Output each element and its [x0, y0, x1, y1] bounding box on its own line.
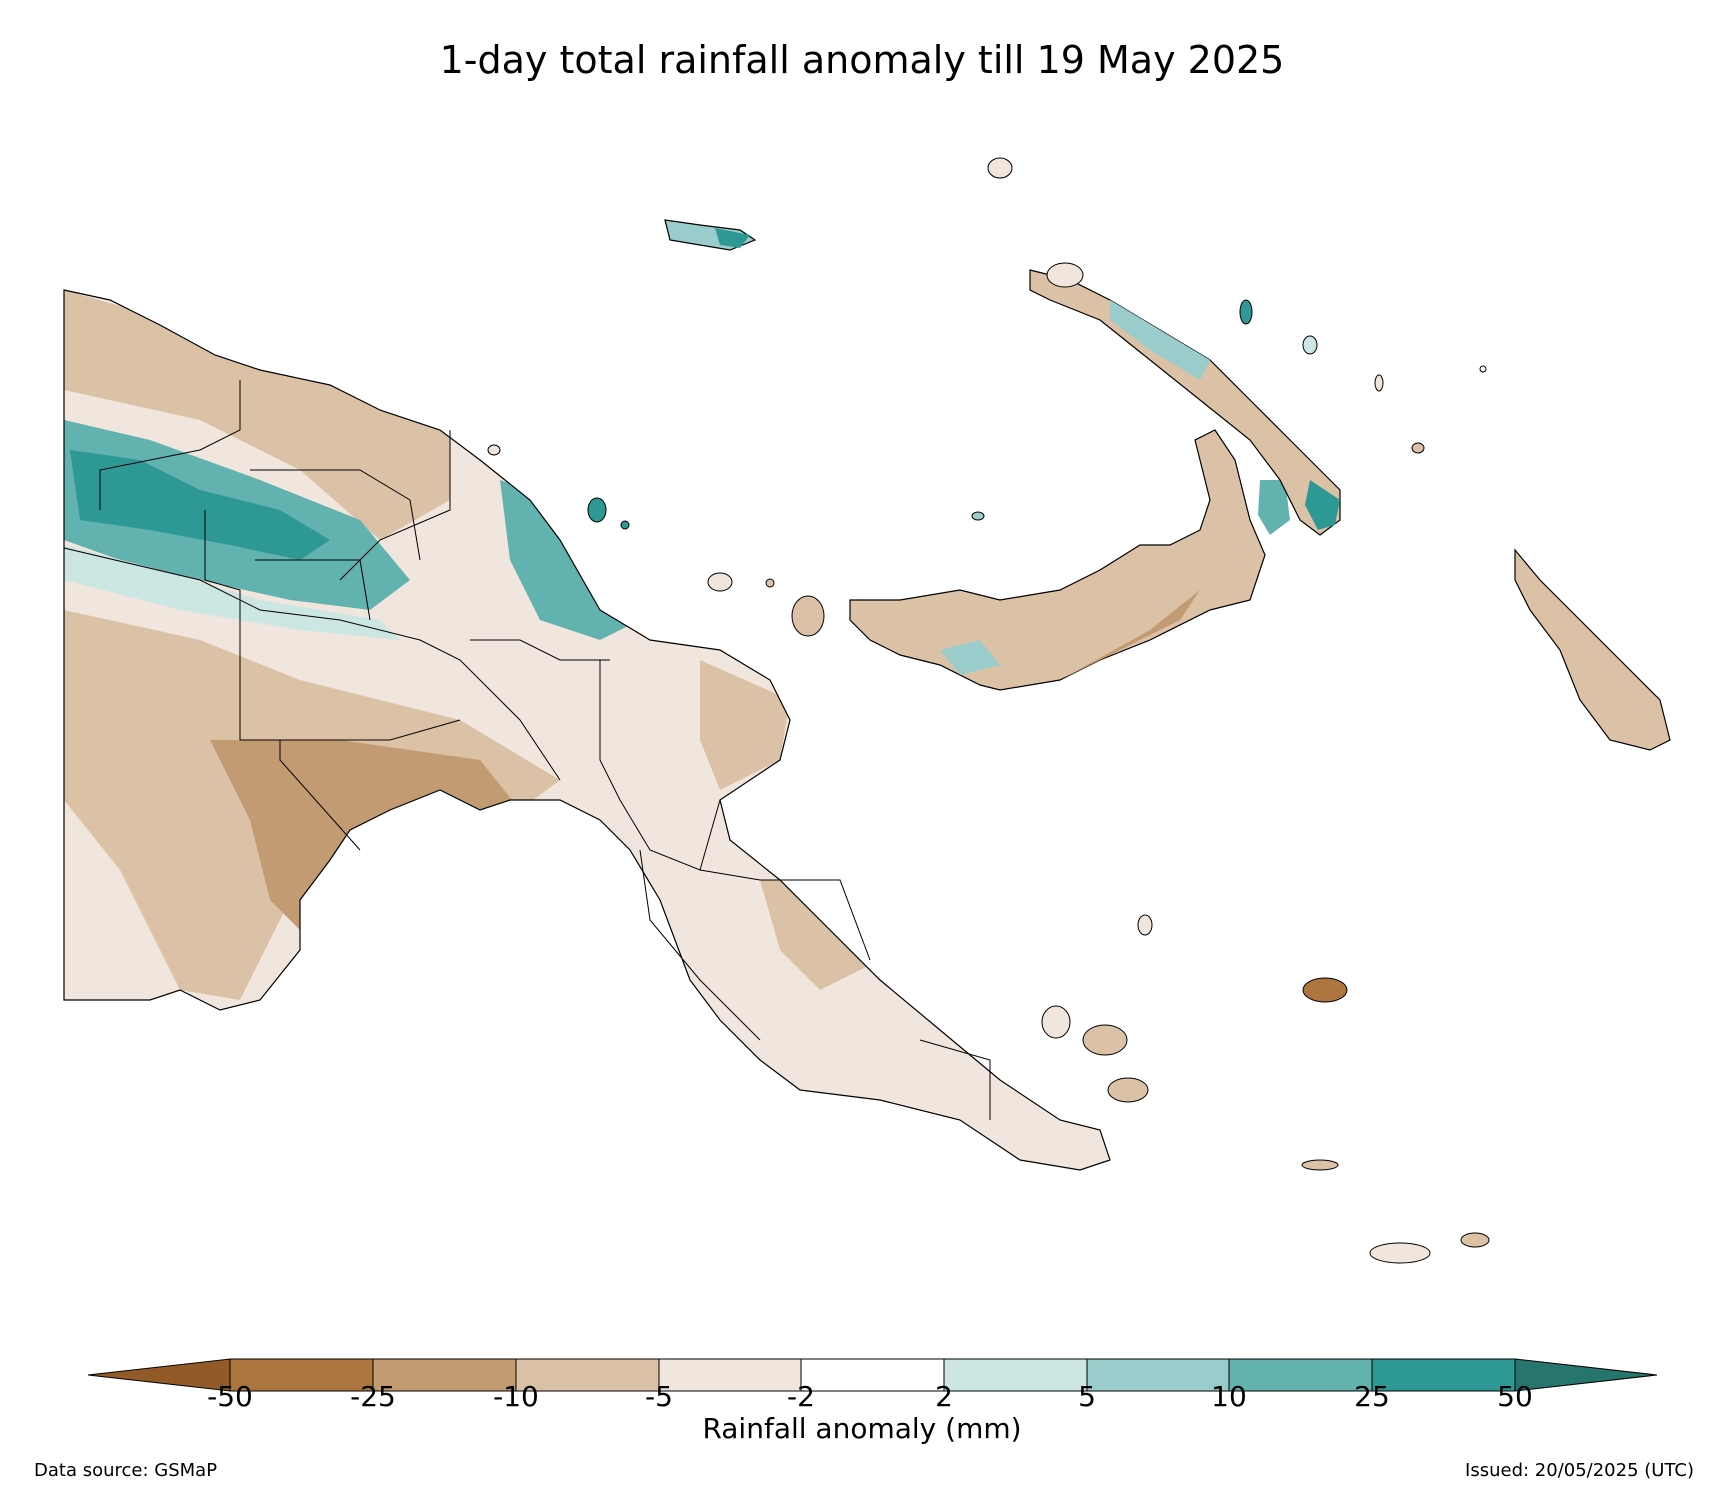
small-islands — [487, 157, 1490, 1264]
colorbar-bin — [658, 1358, 802, 1392]
colorbar-tick-label: 2 — [935, 1380, 953, 1413]
new-ireland — [1029, 269, 1341, 536]
new-britain-wet-tip — [1258, 480, 1290, 535]
issued-date-note: Issued: 20/05/2025 (UTC) — [1465, 1460, 1694, 1481]
colorbar-bin — [1228, 1358, 1373, 1392]
colorbar — [87, 1358, 1658, 1392]
colorbar-tick-label: -5 — [645, 1380, 673, 1413]
manus-island — [664, 219, 757, 251]
colorbar-tick-label: -10 — [493, 1380, 539, 1413]
colorbar-bin — [229, 1358, 374, 1392]
dry-zone-east — [700, 660, 790, 790]
colorbar-tick-label: 50 — [1497, 1380, 1533, 1413]
colorbar-tick-label: -25 — [350, 1380, 396, 1413]
new-britain-wet-west — [940, 640, 1000, 675]
colorbar-tick-label: -2 — [787, 1380, 815, 1413]
colorbar-bin — [1086, 1358, 1230, 1392]
colorbar-tick-label: 10 — [1211, 1380, 1247, 1413]
colorbar-bin — [515, 1358, 660, 1392]
wet-band-edge — [64, 545, 400, 640]
colorbar-label: Rainfall anomaly (mm) — [702, 1412, 1022, 1445]
map-title: 1-day total rainfall anomaly till 19 May… — [439, 38, 1285, 82]
wet-band-core — [70, 450, 330, 560]
colorbar-tick-label: -50 — [207, 1380, 253, 1413]
bougainville — [1514, 548, 1671, 751]
province-boundaries — [63, 380, 991, 1120]
colorbar-bin — [1371, 1358, 1516, 1392]
new-britain-island — [849, 429, 1266, 691]
dry-zone-north — [64, 290, 450, 540]
colorbar-arrow-high — [1514, 1358, 1658, 1392]
colorbar-tick-label: 25 — [1354, 1380, 1390, 1413]
new-britain — [849, 429, 1290, 691]
colorbar-tick-label: 5 — [1078, 1380, 1096, 1413]
mainland-new-guinea — [63, 289, 1111, 1171]
new-ireland-wet — [1110, 300, 1210, 380]
data-source-note: Data source: GSMaP — [34, 1460, 218, 1481]
new-ireland-wet-south — [1305, 480, 1340, 530]
mainland-coastline — [63, 289, 1111, 1171]
new-ireland-island — [1029, 269, 1341, 536]
